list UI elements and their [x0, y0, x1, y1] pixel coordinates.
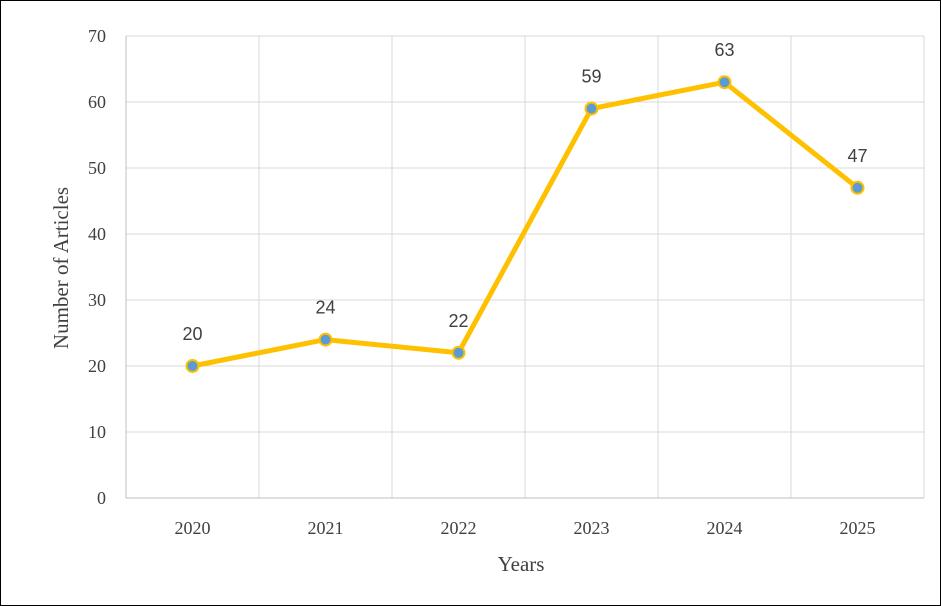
data-point [850, 180, 865, 195]
x-tick-label: 2020 [175, 518, 211, 538]
x-tick-label: 2022 [441, 518, 477, 538]
data-points [185, 75, 865, 373]
data-label: 24 [315, 298, 335, 318]
data-label: 59 [581, 67, 601, 87]
axes [125, 36, 924, 499]
y-tick-label: 0 [97, 488, 106, 508]
y-tick-label: 60 [88, 92, 106, 112]
data-point [451, 345, 466, 360]
series-polyline [190, 79, 860, 369]
data-labels: 20 24 22 59 63 47 [182, 40, 867, 344]
data-point [185, 359, 200, 373]
y-tick-label: 30 [88, 290, 106, 310]
data-point [318, 332, 333, 347]
x-tick-label: 2025 [840, 518, 876, 538]
y-tick-labels: 0 10 20 30 40 50 60 70 [88, 26, 106, 508]
data-label: 63 [714, 40, 734, 60]
y-tick-label: 40 [88, 224, 106, 244]
data-label: 22 [448, 311, 468, 331]
x-tick-label: 2023 [574, 518, 610, 538]
y-tick-label: 20 [88, 356, 106, 376]
x-axis-title: Years [498, 552, 545, 576]
data-point [717, 75, 732, 90]
x-tick-labels: 2020 2021 2022 2023 2024 2025 [175, 518, 876, 538]
x-tick-label: 2024 [707, 518, 743, 538]
grid-lines [126, 35, 925, 498]
y-tick-label: 70 [88, 26, 106, 46]
series-line [190, 79, 860, 369]
x-tick-label: 2021 [308, 518, 344, 538]
y-tick-label: 50 [88, 158, 106, 178]
data-label: 20 [182, 324, 202, 344]
data-point [584, 101, 599, 116]
y-tick-label: 10 [88, 422, 106, 442]
data-label: 47 [847, 146, 867, 166]
y-axis-title: Number of Articles [49, 187, 73, 349]
